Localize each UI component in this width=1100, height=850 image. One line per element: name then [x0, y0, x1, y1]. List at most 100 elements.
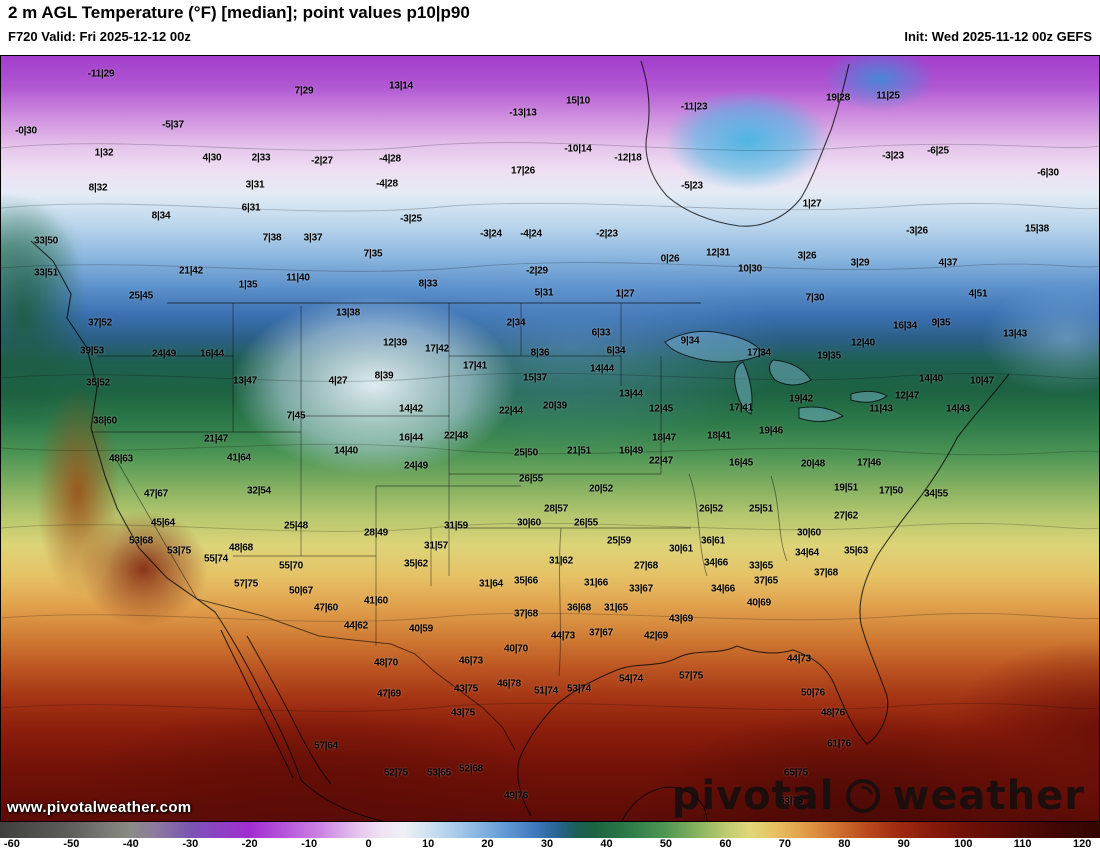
point-value: 54|74: [618, 673, 644, 685]
point-value: 1|35: [238, 279, 258, 291]
point-value: 24|49: [403, 460, 429, 472]
pivotal-logo-icon: [846, 779, 881, 813]
point-value: 47|67: [143, 488, 169, 500]
mexico-west-coast: [300, 779, 385, 821]
point-value: 27|68: [633, 560, 659, 572]
point-value: 27|62: [833, 510, 859, 522]
point-value: 40|59: [408, 623, 434, 635]
point-value: 3|37: [303, 232, 323, 244]
point-value: 4|27: [328, 375, 348, 387]
west-coastline: [30, 240, 216, 613]
point-value: 25|50: [513, 447, 539, 459]
point-value: -13|13: [509, 107, 537, 119]
point-value: -0|30: [15, 125, 37, 137]
point-value: -3|23: [882, 150, 904, 162]
point-value: 1|32: [94, 147, 114, 159]
pivotal-weather-watermark: pivotal weather: [672, 773, 1085, 819]
point-value: 11|43: [869, 403, 893, 415]
point-value: 8|39: [374, 370, 394, 382]
point-value: 36|61: [700, 535, 726, 547]
great-lakes: [664, 330, 888, 422]
east-coastline: [517, 373, 1010, 817]
point-value: 34|64: [794, 547, 820, 559]
point-value: 14|44: [589, 363, 615, 375]
point-value: 14|43: [945, 403, 971, 415]
point-value: 45|64: [150, 517, 176, 529]
point-value: 3|26: [797, 250, 817, 262]
point-value: -6|30: [1037, 167, 1059, 179]
map-header: 2 m AGL Temperature (°F) [median]; point…: [0, 0, 1100, 55]
point-value: 14|40: [918, 373, 944, 385]
colorbar-tick: 40: [600, 838, 613, 850]
page-title: 2 m AGL Temperature (°F) [median]; point…: [8, 3, 470, 22]
point-value: 6|33: [591, 327, 611, 339]
point-value: 35|66: [513, 575, 539, 587]
valid-time-label: F720 Valid: Fri 2025-12-12 00z: [8, 29, 191, 44]
point-value: 9|34: [680, 335, 700, 347]
colorbar-tick: 70: [778, 838, 791, 850]
point-value: 46|73: [458, 655, 484, 667]
point-value: 18|47: [651, 432, 677, 444]
point-value: 48|68: [228, 542, 254, 554]
point-value: 6|34: [606, 345, 626, 357]
point-value: 12|39: [382, 337, 408, 349]
point-value: 16|34: [892, 320, 918, 332]
point-value: -2|29: [526, 265, 548, 277]
point-value: 12|45: [648, 403, 674, 415]
point-value: 14|42: [398, 403, 424, 415]
point-value: 11|40: [286, 272, 310, 284]
point-value: 17|42: [424, 343, 450, 355]
init-time-label: Init: Wed 2025-11-12 00z GEFS: [904, 29, 1092, 44]
point-value: 61|76: [826, 738, 852, 750]
point-value: 26|52: [698, 503, 724, 515]
point-value: 53|65: [426, 767, 452, 779]
point-value: 14|40: [333, 445, 359, 457]
colorbar-tick: 110: [1013, 838, 1032, 850]
point-value: 35|63: [843, 545, 869, 557]
point-value: -11|29: [87, 68, 115, 80]
point-value: 50|67: [288, 585, 314, 597]
point-value: 35|52: [85, 377, 111, 389]
point-value: 6|31: [241, 202, 261, 214]
point-value: 20|52: [588, 483, 614, 495]
point-value: 7|30: [805, 292, 825, 304]
point-value: 1|27: [802, 198, 822, 210]
point-value: 0|26: [660, 253, 680, 265]
point-value: 19|46: [758, 425, 784, 437]
point-value: 21|47: [203, 433, 229, 445]
watermark-word-weather: weather: [892, 773, 1085, 819]
point-value: 13|47: [232, 375, 258, 387]
point-value: -5|37: [162, 119, 184, 131]
point-value: 39|53: [79, 345, 105, 357]
point-value: -11|23: [680, 101, 708, 113]
point-value: 52|75: [383, 767, 409, 779]
point-value: 7|29: [294, 85, 314, 97]
point-value: 21|51: [566, 445, 592, 457]
colorbar-tick: 60: [719, 838, 732, 850]
point-value: 44|73: [786, 653, 812, 665]
point-value: 31|65: [603, 602, 629, 614]
point-value: 40|70: [503, 643, 529, 655]
point-value: 41|60: [363, 595, 389, 607]
point-value: 48|76: [820, 707, 846, 719]
temperature-colorbar: -60 -50 -40 -30 -20 -10 0 10 20 30 40 50 60 70 80 90 100…: [0, 822, 1100, 850]
point-value: 4|30: [202, 152, 222, 164]
colorbar-gradient: [0, 822, 1100, 838]
point-value: 28|57: [543, 503, 569, 515]
point-value: 25|51: [748, 503, 774, 515]
colorbar-tick: -30: [182, 838, 199, 850]
point-value: 30|60: [796, 527, 822, 539]
colorbar-tick: 30: [540, 838, 554, 850]
point-value: -3|24: [480, 228, 502, 240]
point-value: 51|74: [533, 685, 559, 697]
colorbar-tick: 100: [954, 838, 973, 850]
contour-lines: [1, 142, 1099, 712]
point-value: 19|42: [788, 393, 814, 405]
point-value: 20|48: [800, 458, 826, 470]
point-value: 13|43: [1002, 328, 1028, 340]
point-value: 28|49: [363, 527, 389, 539]
point-value: 2|34: [506, 317, 526, 329]
point-value: 8|33: [418, 278, 438, 290]
point-values-layer: -11|29 7|29 13|14 15|10 -11|23 19|28 11|25 -0|3…: [1, 56, 1099, 821]
point-value: -4|28: [376, 178, 398, 190]
